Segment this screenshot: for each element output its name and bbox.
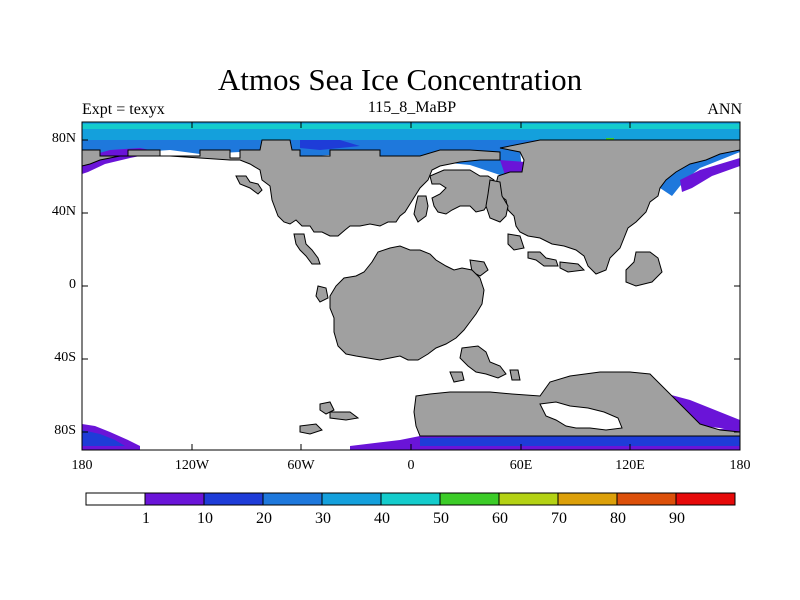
season-label: ANN [707, 101, 742, 118]
period-label: 115_8_MaBP [367, 99, 457, 116]
x-tick-label: 120E [615, 458, 645, 473]
colorbar-box [144, 492, 205, 506]
x-tick-label: 180 [729, 458, 751, 473]
x-tick-label: 0 [407, 458, 415, 473]
colorbar-label: 60 [492, 510, 508, 527]
colorbar-label: 40 [374, 510, 390, 527]
colorbar-box [85, 492, 146, 506]
x-tick-label: 180 [71, 458, 93, 473]
x-tick-label: 60E [509, 458, 533, 473]
colorbar-label: 80 [610, 510, 626, 527]
colorbar [85, 492, 736, 506]
colorbar-box [439, 492, 500, 506]
x-tick-label: 60W [287, 458, 315, 473]
colorbar-label: 1 [142, 510, 150, 527]
y-tick-label: 80S [54, 423, 76, 438]
colorbar-box [675, 492, 736, 506]
y-tick-label: 40S [54, 350, 76, 365]
map-frame [81, 121, 741, 451]
colorbar-label: 10 [197, 510, 213, 527]
experiment-label: Expt = texyx [82, 101, 165, 118]
colorbar-label: 90 [669, 510, 685, 527]
colorbar-box [557, 492, 618, 506]
colorbar-label: 20 [256, 510, 272, 527]
x-tick-label: 120W [174, 458, 210, 473]
y-tick-label: 80N [51, 131, 76, 146]
y-tick-label: 0 [69, 277, 76, 292]
colorbar-box [616, 492, 677, 506]
y-tick-label: 40N [51, 204, 76, 219]
colorbar-box [321, 492, 382, 506]
colorbar-box [380, 492, 441, 506]
colorbar-box [262, 492, 323, 506]
plot-title: Atmos Sea Ice Concentration [217, 62, 583, 97]
land-masses [81, 139, 741, 437]
colorbar-label: 50 [433, 510, 449, 527]
colorbar-label: 30 [315, 510, 331, 527]
colorbar-box [498, 492, 559, 506]
colorbar-box [203, 492, 264, 506]
colorbar-label: 70 [551, 510, 567, 527]
